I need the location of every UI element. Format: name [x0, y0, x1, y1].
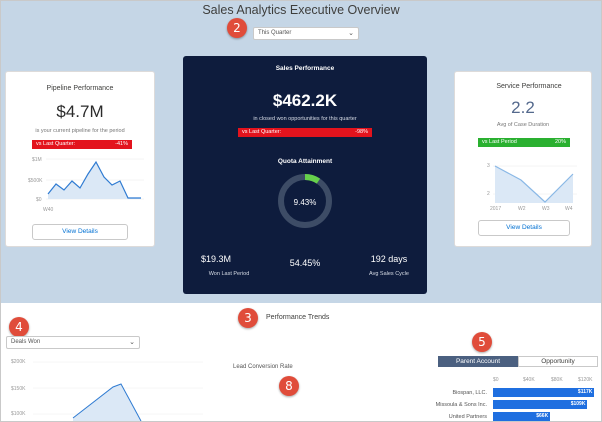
callout-badge-2: 2	[227, 18, 247, 38]
pipeline-change-label: vs Last Quarter:	[36, 141, 76, 147]
trend-y-tick: $150K	[11, 386, 26, 392]
pipeline-y-tick: $1M	[32, 157, 42, 163]
period-filter-select[interactable]: This Quarter ⌄	[253, 27, 359, 40]
account-bar[interactable]: $109K	[493, 400, 588, 409]
service-change-value: 20%	[554, 139, 566, 145]
pipeline-y-tick: $0	[36, 197, 42, 203]
service-change-bar: vs Last Period 20%	[478, 138, 570, 147]
tab-parent-account[interactable]: Parent Account	[438, 356, 518, 367]
service-x-tick: 2017	[490, 206, 502, 212]
service-subtitle: Avg of Case Duration	[496, 122, 550, 128]
callout-badge-4: 4	[9, 317, 29, 337]
pipeline-sparkline	[46, 158, 144, 200]
sales-value: $462.2K	[272, 91, 338, 110]
service-x-tick: W4	[565, 206, 573, 212]
sales-performance-card: Sales Performance $462.2K in closed won …	[183, 56, 427, 294]
dashboard-title: Sales Analytics Executive Overview	[202, 3, 400, 17]
pipeline-value: $4.7M	[56, 102, 104, 121]
account-name: Biospan, LLC.	[452, 390, 487, 396]
account-x-tick: $80K	[551, 377, 563, 383]
pipeline-x-tick: W40	[43, 207, 54, 213]
account-name: Missoula & Sons Inc.	[435, 402, 487, 408]
pipeline-view-details-button[interactable]: View Details	[32, 224, 128, 240]
chevron-down-icon: ⌄	[129, 339, 135, 346]
service-value: 2.2	[511, 98, 535, 117]
sales-change-label: vs Last Quarter:	[242, 129, 282, 135]
account-bar[interactable]: $66K	[493, 412, 551, 421]
trend-metric-select[interactable]: Deals Won ⌄	[6, 336, 140, 349]
tab-opportunity[interactable]: Opportunity	[518, 356, 598, 367]
pipeline-performance-card: Pipeline Performance $4.7M is your curre…	[5, 71, 155, 247]
quota-gauge-fill	[278, 174, 332, 228]
account-bar-label: $117K	[577, 389, 593, 395]
quota-gauge	[278, 174, 332, 228]
pipeline-change-value: -41%	[115, 141, 128, 147]
account-x-tick: $0	[493, 377, 499, 383]
account-x-tick: $40K	[523, 377, 535, 383]
service-change-label: vs Last Period	[482, 139, 517, 145]
service-y-tick: 3	[487, 163, 490, 169]
sales-subtitle: in closed won opportunities for this qua…	[253, 116, 357, 122]
service-sparkline	[493, 165, 577, 203]
account-bar-label: $66K	[536, 413, 549, 419]
service-x-tick: W2	[518, 206, 526, 212]
quota-value: 9.43%	[293, 198, 317, 207]
performance-trends-title: Performance Trends	[266, 314, 330, 321]
account-name: United Partners	[448, 414, 487, 420]
win-rate-value: 54.45%	[289, 258, 321, 268]
service-y-tick: 2	[487, 191, 490, 197]
avg-sales-cycle-value: 192 days	[370, 254, 408, 264]
quota-title: Quota Attainment	[277, 158, 333, 165]
trend-y-tick: $100K	[11, 411, 26, 417]
chevron-down-icon: ⌄	[348, 30, 354, 37]
period-filter-value: This Quarter	[258, 30, 292, 36]
service-x-tick: W3	[542, 206, 550, 212]
sales-title: Sales Performance	[275, 65, 335, 72]
service-performance-card: Service Performance 2.2 Avg of Case Dura…	[454, 71, 592, 247]
deals-won-chart	[33, 361, 203, 421]
sales-change-value: -98%	[355, 129, 368, 135]
pipeline-y-tick: $500K	[28, 178, 43, 184]
pipeline-title: Pipeline Performance	[46, 85, 114, 92]
trend-metric-value: Deals Won	[11, 339, 41, 345]
service-view-details-button[interactable]: View Details	[478, 220, 570, 236]
lead-conversion-title: Lead Conversion Rate	[233, 364, 293, 370]
account-bar[interactable]: $117K	[493, 388, 595, 397]
won-last-period-value: $19.3M	[201, 254, 232, 264]
pipeline-subtitle: is your current pipeline for the period	[35, 128, 125, 134]
account-bar-label: $109K	[570, 401, 586, 407]
pipeline-change-bar: vs Last Quarter: -41%	[32, 140, 132, 149]
account-x-tick: $120K	[578, 377, 593, 383]
avg-sales-cycle-label: Avg Sales Cycle	[369, 271, 409, 277]
sales-change-bar: vs Last Quarter: -98%	[238, 128, 372, 137]
won-last-period-label: Won Last Period	[208, 271, 250, 277]
callout-badge-5: 5	[472, 332, 492, 352]
callout-badge-8: 8	[279, 376, 299, 396]
callout-badge-3: 3	[238, 308, 258, 328]
service-title: Service Performance	[496, 83, 562, 90]
trend-y-tick: $200K	[11, 359, 26, 365]
